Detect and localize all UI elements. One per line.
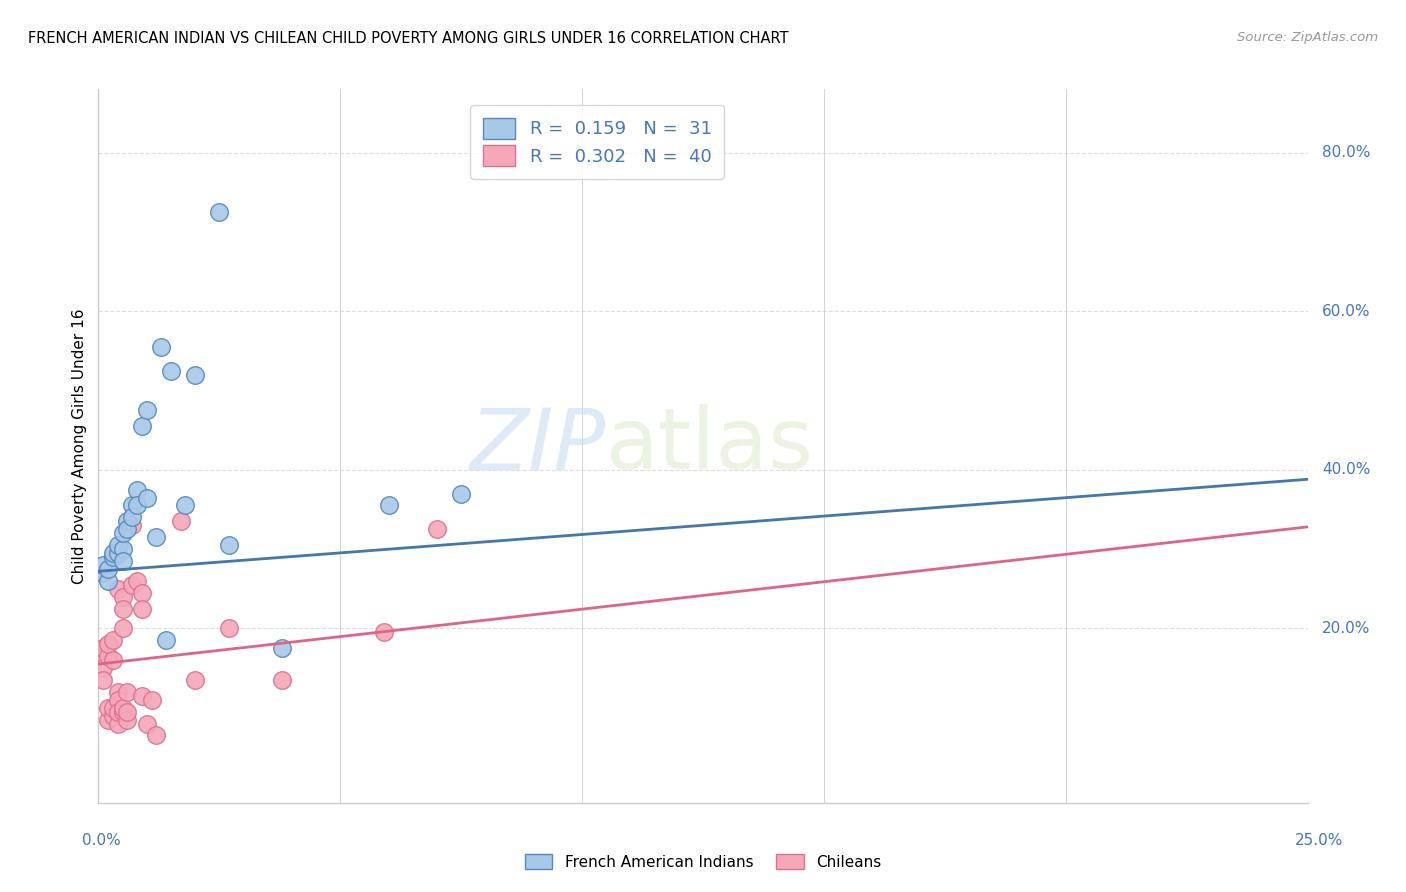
Point	[91, 566, 114, 580]
Point	[135, 716, 157, 731]
Point	[145, 728, 167, 742]
Point	[111, 601, 134, 615]
Text: 60.0%: 60.0%	[1322, 303, 1371, 318]
Point	[426, 522, 449, 536]
Text: ZIP: ZIP	[470, 404, 606, 488]
Point	[111, 526, 134, 541]
Point	[117, 713, 139, 727]
Point	[107, 716, 129, 731]
Point	[107, 692, 129, 706]
Point	[97, 574, 120, 588]
Point	[121, 578, 143, 592]
Point	[101, 633, 124, 648]
Point	[377, 499, 399, 513]
Point	[141, 692, 163, 706]
Point	[97, 562, 120, 576]
Point	[184, 673, 207, 687]
Point	[117, 522, 139, 536]
Point	[101, 546, 124, 560]
Point	[208, 205, 231, 219]
Point	[131, 601, 153, 615]
Text: 25.0%: 25.0%	[1295, 833, 1343, 847]
Point	[127, 499, 149, 513]
Point	[127, 483, 149, 497]
Point	[131, 419, 153, 434]
Point	[121, 518, 143, 533]
Text: Source: ZipAtlas.com: Source: ZipAtlas.com	[1237, 31, 1378, 45]
Point	[271, 641, 294, 656]
Point	[271, 673, 294, 687]
Legend: R =  0.159   N =  31, R =  0.302   N =  40: R = 0.159 N = 31, R = 0.302 N = 40	[470, 105, 724, 178]
Point	[111, 542, 134, 557]
Text: 80.0%: 80.0%	[1322, 145, 1371, 161]
Point	[107, 685, 129, 699]
Point	[111, 700, 134, 714]
Y-axis label: Child Poverty Among Girls Under 16: Child Poverty Among Girls Under 16	[72, 309, 87, 583]
Point	[174, 499, 197, 513]
Point	[135, 491, 157, 505]
Point	[91, 558, 114, 572]
Point	[145, 530, 167, 544]
Point	[97, 700, 120, 714]
Point	[135, 403, 157, 417]
Point	[107, 538, 129, 552]
Point	[107, 546, 129, 560]
Point	[160, 364, 183, 378]
Point	[101, 708, 124, 723]
Point	[117, 514, 139, 528]
Point	[111, 621, 134, 635]
Point	[373, 625, 395, 640]
Text: 0.0%: 0.0%	[82, 833, 121, 847]
Point	[97, 637, 120, 651]
Point	[101, 653, 124, 667]
Point	[121, 499, 143, 513]
Point	[111, 554, 134, 568]
Point	[117, 705, 139, 719]
Point	[91, 673, 114, 687]
Point	[97, 713, 120, 727]
Point	[101, 549, 124, 564]
Text: 40.0%: 40.0%	[1322, 462, 1371, 477]
Point	[97, 649, 120, 664]
Point	[450, 486, 472, 500]
Point	[131, 585, 153, 599]
Legend: French American Indians, Chileans: French American Indians, Chileans	[517, 846, 889, 877]
Point	[150, 340, 173, 354]
Text: atlas: atlas	[606, 404, 814, 488]
Point	[155, 633, 177, 648]
Point	[127, 574, 149, 588]
Point	[184, 368, 207, 382]
Point	[101, 700, 124, 714]
Point	[91, 661, 114, 675]
Point	[107, 582, 129, 596]
Point	[121, 510, 143, 524]
Text: 20.0%: 20.0%	[1322, 621, 1371, 636]
Point	[111, 705, 134, 719]
Text: FRENCH AMERICAN INDIAN VS CHILEAN CHILD POVERTY AMONG GIRLS UNDER 16 CORRELATION: FRENCH AMERICAN INDIAN VS CHILEAN CHILD …	[28, 31, 789, 46]
Point	[131, 689, 153, 703]
Point	[91, 641, 114, 656]
Point	[218, 538, 240, 552]
Point	[91, 649, 114, 664]
Point	[107, 705, 129, 719]
Point	[218, 621, 240, 635]
Point	[169, 514, 191, 528]
Point	[111, 590, 134, 604]
Point	[117, 685, 139, 699]
